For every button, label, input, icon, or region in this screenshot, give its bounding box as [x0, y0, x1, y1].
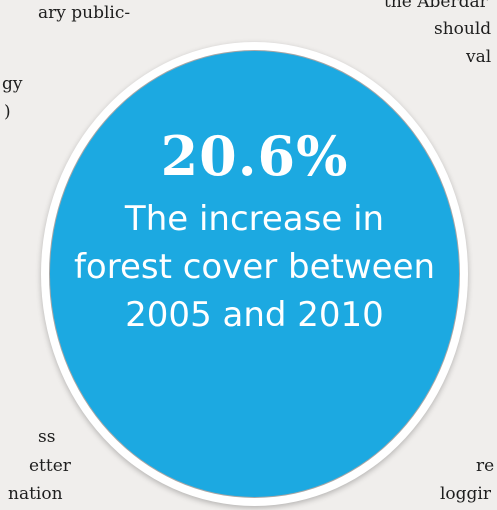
stat-caption-line: forest cover between: [73, 247, 436, 287]
article-text-fragment: should: [434, 19, 492, 39]
stat-badge: 20.6% The increase in forest cover betwe…: [41, 42, 468, 506]
article-text-fragment: etter: [29, 456, 71, 476]
article-text-fragment: the Aberdar: [384, 0, 488, 12]
article-text-fragment: re: [476, 456, 495, 476]
article-text-fragment: val: [466, 47, 492, 67]
stat-value: 20.6%: [160, 124, 349, 188]
article-text-fragment: nation: [8, 484, 63, 504]
article-text-fragment: ary public-: [38, 3, 131, 23]
stat-caption: The increase in forest cover between 200…: [50, 195, 459, 339]
stat-caption-line: 2005 and 2010: [125, 295, 384, 335]
article-text-fragment: ss: [38, 427, 56, 447]
stat-badge-circle: 20.6% The increase in forest cover betwe…: [50, 51, 459, 497]
article-text-fragment: loggir: [440, 484, 491, 504]
article-text-fragment: gy: [2, 74, 23, 94]
stat-caption-line: The increase in: [124, 199, 385, 239]
article-text-fragment: ): [4, 102, 11, 122]
